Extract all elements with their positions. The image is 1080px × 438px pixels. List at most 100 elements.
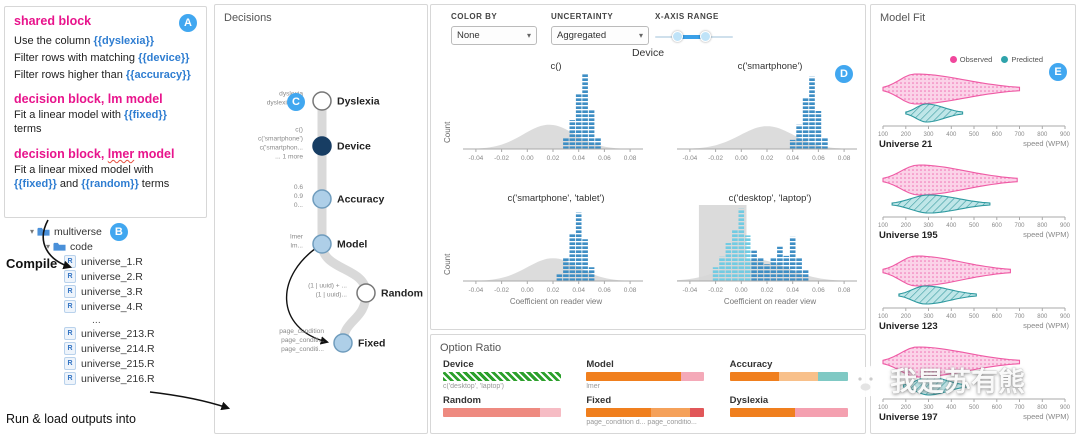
x-tick-label: -0.02 xyxy=(708,287,723,294)
predicted-violin xyxy=(902,376,968,396)
option-ratio-dyslexia[interactable]: Dyslexia xyxy=(729,395,857,431)
uncertainty-label: UNCERTAINTY xyxy=(551,12,614,21)
decision-node-accuracy[interactable] xyxy=(312,189,332,209)
slider-handle-right[interactable] xyxy=(700,31,712,42)
slider-handle-left[interactable] xyxy=(672,31,684,42)
decisions-title: Decisions xyxy=(224,12,272,24)
universe-block[interactable]: 100 200 300 400 500 600 700 800 900 Universe 123 s… xyxy=(878,251,1071,342)
ratio-bar xyxy=(729,408,848,417)
speed-tick-label: 200 xyxy=(901,405,912,411)
observed-violin xyxy=(882,346,1021,378)
speed-tick-label: 100 xyxy=(878,132,889,138)
shared-block-lines: Use the column {{dyslexia}} Filter rows w… xyxy=(14,35,197,191)
r-file-icon: R xyxy=(64,372,76,385)
edge-option-label: page_conditi... xyxy=(281,346,324,353)
parameter-name: Fixed xyxy=(586,395,612,406)
histogram-panel[interactable]: c('desktop', 'laptop') -0.04 -0.02 0.00 0.02… xyxy=(651,193,863,321)
option-ratio-grid: Device c('desktop', 'laptop') Model lmer Acc… xyxy=(443,359,857,431)
histogram-panel[interactable]: c() Count -0.04 -0.02 0.00 0.02 0.04 0.06 0.08 xyxy=(437,61,649,189)
folder-icon xyxy=(53,242,66,251)
legend-predicted-label: Predicted xyxy=(1011,55,1043,64)
universe-block[interactable]: 100 200 300 400 500 600 700 800 900 Universe 197 s… xyxy=(878,342,1071,433)
file-name: universe_2.R xyxy=(81,270,143,283)
x-tick-label: 0.08 xyxy=(624,287,637,294)
decision-block-title: decision block, lmer model xyxy=(14,146,175,161)
speed-tick-label: 500 xyxy=(969,132,980,138)
x-tick-label: 0.00 xyxy=(521,287,534,294)
node-label: Device xyxy=(337,141,371,153)
template-variable: {{random}} xyxy=(81,177,139,190)
speed-tick-label: 900 xyxy=(1060,405,1071,411)
option-ratio-fixed[interactable]: Fixed page_condition d... page_conditio..… xyxy=(586,395,713,431)
decision-node-dyslexia[interactable] xyxy=(312,91,332,111)
edge-option-label: page_conditi... xyxy=(281,337,324,344)
node-label: Model xyxy=(337,239,367,251)
predicted-violin xyxy=(905,103,964,123)
universe-name: Universe 123 xyxy=(879,321,938,332)
histogram-panel[interactable]: c('smartphone') -0.04 -0.02 0.00 0.02 0.04 0.0… xyxy=(651,61,863,189)
decision-node-random[interactable] xyxy=(356,283,376,303)
file-name: universe_3.R xyxy=(81,285,143,298)
node-label: Random xyxy=(381,288,423,300)
slider-active-range[interactable] xyxy=(676,35,705,39)
x-tick-label: -0.04 xyxy=(682,287,697,294)
disclosure-triangle-icon[interactable]: ▾ xyxy=(46,242,51,251)
universe-block[interactable]: 100 200 300 400 500 600 700 800 900 Universe 195 s… xyxy=(878,160,1071,251)
decisions-panel: Decisions dyslexiadyslexia_binc()c('smar… xyxy=(214,4,428,434)
folder-name: multiverse xyxy=(54,225,102,238)
universe-block[interactable]: 100 200 300 400 500 600 700 800 900 Universe 21 sp… xyxy=(878,69,1071,160)
x-axis-range-slider[interactable] xyxy=(655,31,733,43)
x-tick-label: 0.02 xyxy=(547,155,560,162)
template-variable: {{device}} xyxy=(138,51,190,64)
file-name: universe_214.R xyxy=(81,342,155,355)
x-axis-label: Coefficient on reader view xyxy=(723,297,817,306)
badge-c: C xyxy=(287,93,305,111)
folder-multiverse[interactable]: ▾ multiverse B xyxy=(30,222,208,241)
ratio-bar xyxy=(443,408,561,417)
density-area xyxy=(463,124,643,149)
chevron-down-icon: ▾ xyxy=(526,31,531,40)
color-by-dropdown[interactable]: None ▾ xyxy=(451,26,537,45)
histogram-panel[interactable]: c('smartphone', 'tablet') Count -0.04 -0.02… xyxy=(437,193,649,321)
speed-tick-label: 900 xyxy=(1060,223,1071,229)
uncertainty-dropdown[interactable]: Aggregated ▾ xyxy=(551,26,649,45)
option-ratio-model[interactable]: Model lmer xyxy=(586,359,713,395)
disclosure-triangle-icon[interactable]: ▾ xyxy=(30,227,35,236)
observed-violin xyxy=(882,73,1021,105)
ratio-bar xyxy=(586,372,705,381)
option-ratio-accuracy[interactable]: Accuracy xyxy=(729,359,857,395)
option-ratio-device[interactable]: Device c('desktop', 'laptop') xyxy=(443,359,570,395)
y-axis-label: Count xyxy=(443,253,452,275)
decision-block-title: decision block, lm model xyxy=(14,92,163,107)
edge-option-label: (1 | uuid)... xyxy=(316,292,348,299)
x-tick-label: 0.04 xyxy=(786,287,799,294)
shared-block-panel: shared block A Use the column {{dyslexia… xyxy=(4,6,207,218)
folder-code[interactable]: ▾ code xyxy=(30,239,208,254)
r-file-icon: R xyxy=(64,357,76,370)
r-file-icon: R xyxy=(64,342,76,355)
decision-graph[interactable]: dyslexiadyslexia_binc()c('smartphone')c(… xyxy=(215,5,429,435)
histogram-title: c('smartphone', 'tablet') xyxy=(507,193,605,204)
decision-node-device[interactable] xyxy=(312,136,332,156)
speed-tick-label: 200 xyxy=(901,223,912,229)
node-label: Fixed xyxy=(358,338,385,350)
legend-observed: Observed xyxy=(949,55,992,64)
badge-d: D xyxy=(835,65,853,83)
decision-node-model[interactable] xyxy=(312,234,332,254)
code-line: Filter rows higher than {{accuracy}} xyxy=(14,68,191,81)
x-tick-label: 0.08 xyxy=(838,287,851,294)
compile-label: Compile xyxy=(6,256,58,271)
option-ratio-random[interactable]: Random xyxy=(443,395,570,431)
decision-node-fixed[interactable] xyxy=(333,333,353,353)
option-sublabel: lmer xyxy=(586,383,600,390)
x-tick-label: 0.02 xyxy=(761,155,774,162)
